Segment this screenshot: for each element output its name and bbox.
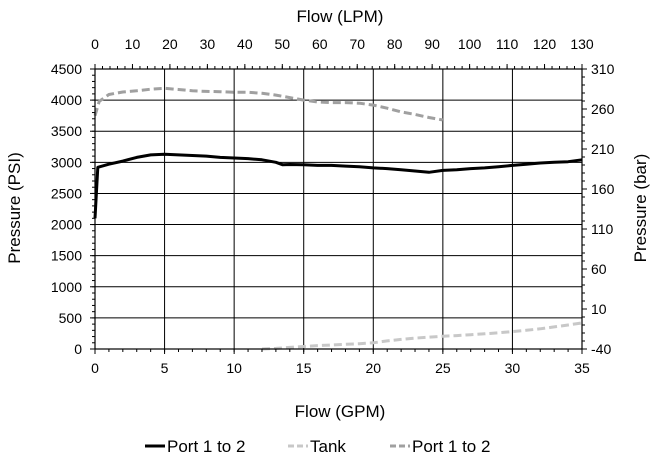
series-line-2 [261,321,583,351]
legend-label-3: Port 1 to 2 [412,437,490,456]
top-x-tick-label: 70 [349,36,365,52]
top-x-tick-label: 100 [458,36,482,52]
x-tick-label: 10 [226,360,242,376]
top-x-axis-title: Flow (LPM) [297,7,384,26]
y-tick-label: 1000 [51,279,82,295]
top-x-tick-label: 0 [91,36,99,52]
y-tick-label: 500 [59,310,83,326]
right-y-tick-label: 310 [591,61,615,77]
top-x-tick-label: 80 [387,36,403,52]
x-tick-label: 15 [296,360,312,376]
right-y-tick-label: 210 [591,141,615,157]
tick-labels: 0 5 10 15 20 25 30 350 10 20 30 40 50 60 70 80 90 100 110 1… [51,36,615,376]
x-axis-title: Flow (GPM) [295,402,386,421]
top-x-tick-label: 40 [237,36,253,52]
plot-frame [94,68,583,350]
top-x-tick-label: 90 [424,36,440,52]
right-y-axis-title: Pressure (bar) [631,154,650,263]
top-x-tick-label: 60 [312,36,328,52]
y-axis-title: Pressure (PSI) [5,152,24,263]
series-line-1 [93,152,583,219]
top-x-tick-label: 20 [162,36,178,52]
x-tick-label: 30 [505,360,521,376]
legend-label-2: Tank [310,437,346,456]
top-x-tick-label: 30 [200,36,216,52]
series-lines [93,86,583,351]
right-y-tick-label: 60 [591,261,607,277]
y-tick-label: 4000 [51,92,82,108]
right-y-tick-label: 10 [591,301,607,317]
x-tick-label: 25 [435,360,451,376]
x-tick-label: 5 [161,360,169,376]
series-line-3 [93,86,444,122]
y-tick-label: 3000 [51,154,82,170]
top-x-tick-label: 130 [570,36,594,52]
y-tick-label: 3500 [51,123,82,139]
y-tick-label: 2500 [51,185,82,201]
right-y-tick-label: 160 [591,181,615,197]
grid-lines [94,68,583,350]
legend-label-1: Port 1 to 2 [167,437,245,456]
x-tick-label: 35 [574,360,590,376]
y-tick-label: 0 [74,341,82,357]
x-tick-label: 0 [91,360,99,376]
right-y-tick-label: -40 [591,341,611,357]
top-x-tick-label: 120 [533,36,557,52]
legend: Port 1 to 2 Tank Port 1 to 2 [145,437,490,456]
right-y-tick-label: 260 [591,101,615,117]
y-tick-label: 2000 [51,217,82,233]
top-x-tick-label: 110 [496,36,519,52]
right-y-tick-label: 110 [591,221,614,237]
y-tick-label: 4500 [51,61,82,77]
axes [90,64,587,354]
top-x-tick-label: 10 [125,36,141,52]
top-x-tick-label: 50 [275,36,291,52]
x-tick-label: 20 [365,360,381,376]
y-tick-label: 1500 [51,248,82,264]
